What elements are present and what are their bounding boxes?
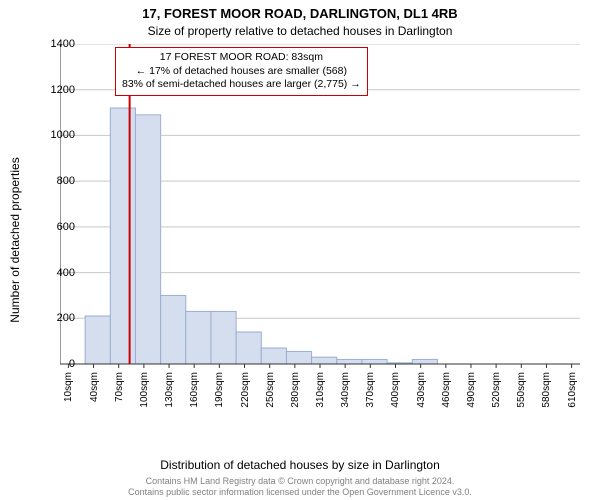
x-tick-label: 70sqm [114, 372, 125, 402]
x-axis-label: Distribution of detached houses by size … [0, 458, 600, 472]
y-axis-label: Number of detached properties [8, 75, 22, 240]
histogram-svg [60, 44, 580, 414]
x-tick-label: 520sqm [491, 372, 502, 408]
chart-subtitle: Size of property relative to detached ho… [0, 24, 600, 38]
annotation-box: 17 FOREST MOOR ROAD: 83sqm ← 17% of deta… [115, 47, 368, 96]
x-tick-label: 460sqm [441, 372, 452, 408]
y-tick-label: 200 [35, 312, 75, 324]
x-tick-label: 400sqm [390, 372, 401, 408]
chart-container: 17, FOREST MOOR ROAD, DARLINGTON, DL1 4R… [0, 0, 600, 500]
attribution-line2: Contains public sector information licen… [0, 487, 600, 498]
chart-title: 17, FOREST MOOR ROAD, DARLINGTON, DL1 4R… [0, 6, 600, 21]
y-tick-label: 600 [35, 221, 75, 233]
annotation-line3: 83% of semi-detached houses are larger (… [122, 78, 361, 92]
attribution: Contains HM Land Registry data © Crown c… [0, 476, 600, 498]
x-tick-label: 130sqm [164, 372, 175, 408]
x-tick-label: 610sqm [567, 372, 578, 408]
x-tick-label: 100sqm [139, 372, 150, 408]
x-tick-label: 340sqm [340, 372, 351, 408]
y-tick-label: 0 [35, 358, 75, 370]
x-tick-label: 250sqm [265, 372, 276, 408]
x-tick-label: 370sqm [365, 372, 376, 408]
x-tick-label: 190sqm [214, 372, 225, 408]
x-tick-label: 310sqm [315, 372, 326, 408]
annotation-line1: 17 FOREST MOOR ROAD: 83sqm [122, 51, 361, 65]
y-tick-label: 800 [35, 175, 75, 187]
x-tick-label: 40sqm [89, 372, 100, 402]
y-tick-label: 1000 [35, 129, 75, 141]
x-tick-label: 220sqm [240, 372, 251, 408]
x-tick-label: 160sqm [189, 372, 200, 408]
annotation-line2: ← 17% of detached houses are smaller (56… [122, 65, 361, 79]
y-tick-label: 400 [35, 267, 75, 279]
y-tick-label: 1400 [35, 38, 75, 50]
x-tick-label: 430sqm [416, 372, 427, 408]
x-tick-label: 580sqm [541, 372, 552, 408]
attribution-line1: Contains HM Land Registry data © Crown c… [0, 476, 600, 487]
x-tick-label: 490sqm [466, 372, 477, 408]
plot-area [60, 44, 580, 414]
x-tick-label: 550sqm [516, 372, 527, 408]
y-tick-label: 1200 [35, 84, 75, 96]
x-tick-label: 10sqm [63, 372, 74, 402]
x-tick-label: 280sqm [290, 372, 301, 408]
